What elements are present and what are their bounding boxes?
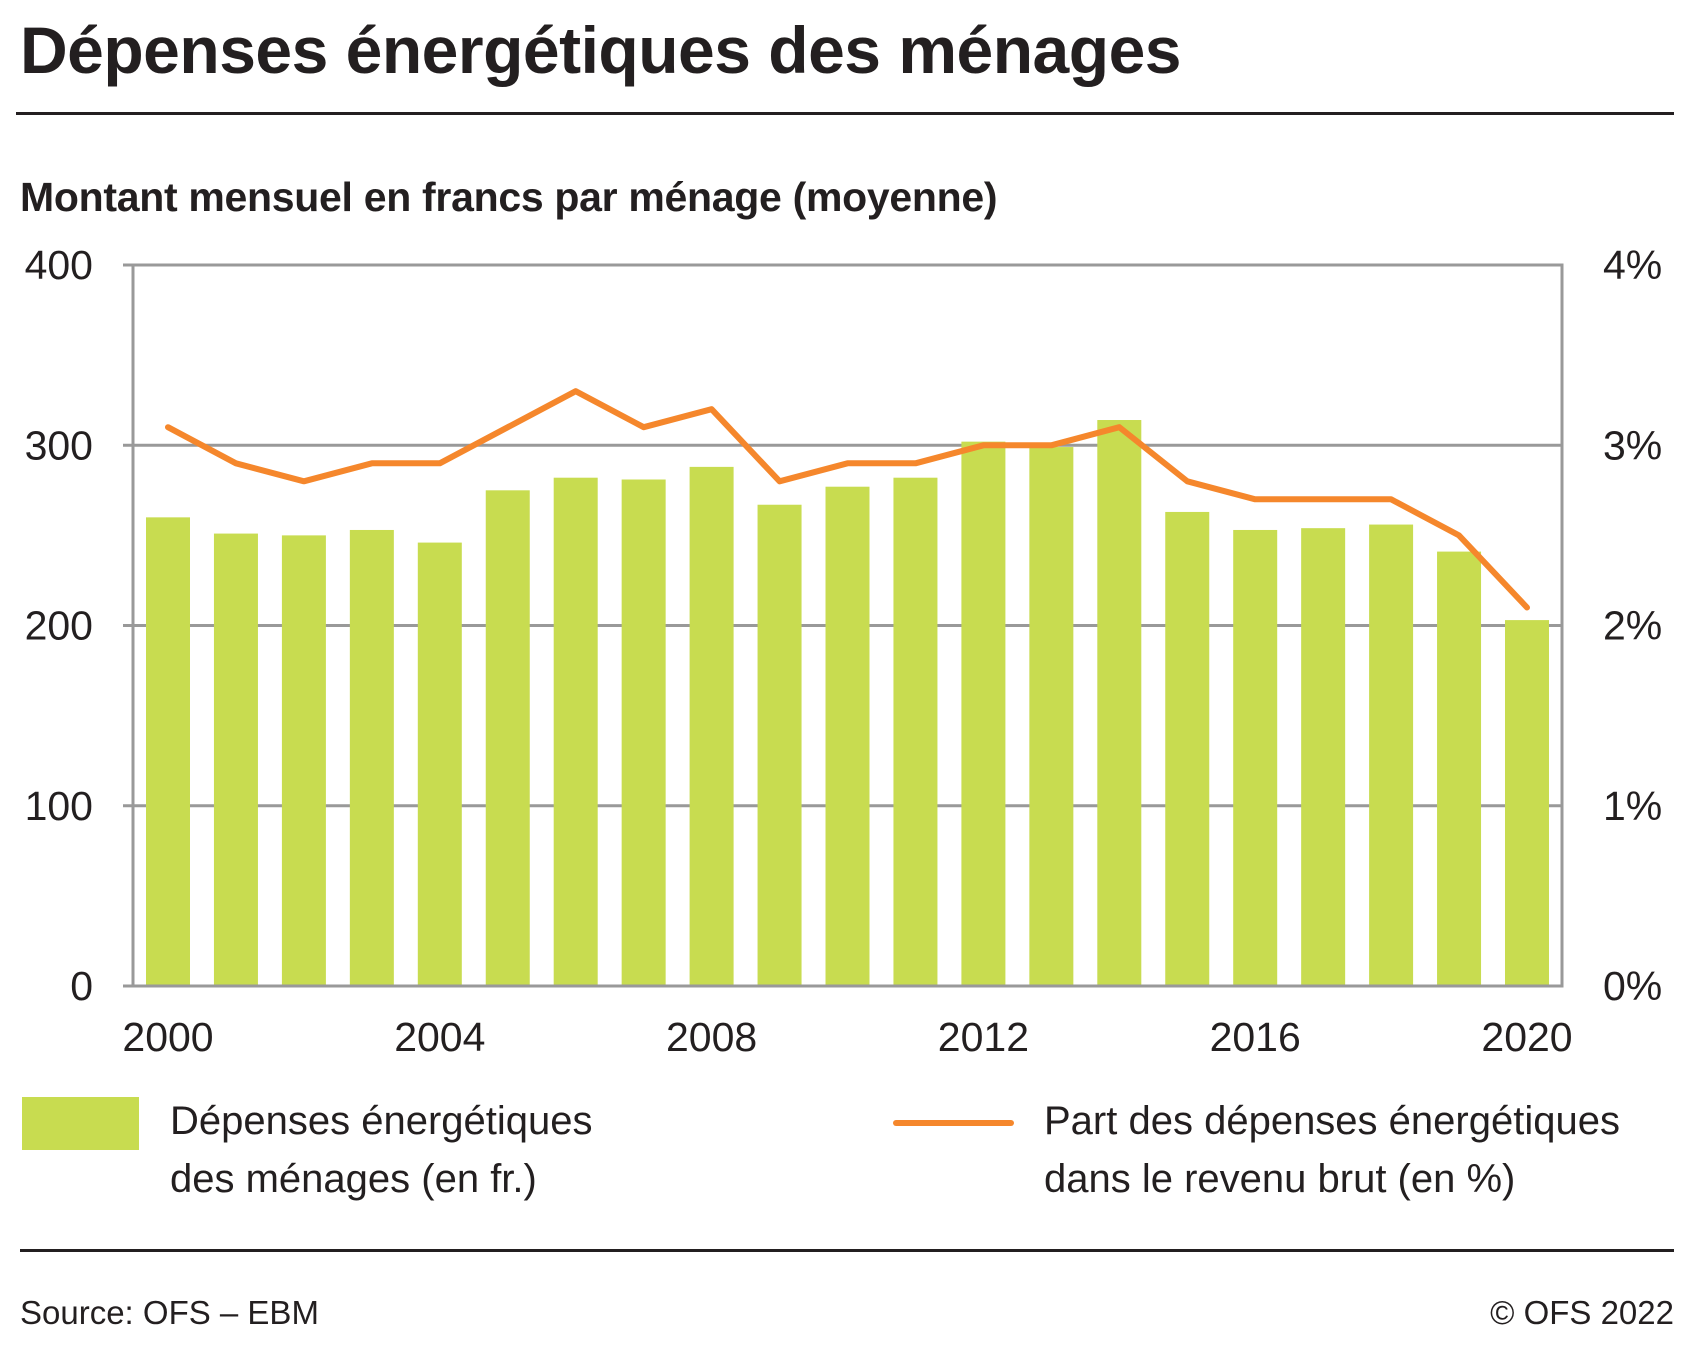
copyright-note: © OFS 2022 — [1490, 1294, 1674, 1331]
bar-2003 — [349, 529, 394, 986]
x-tick-label: 2020 — [1481, 1014, 1572, 1060]
bar-2001 — [213, 533, 258, 986]
y-right-tick-label: 4% — [1603, 242, 1662, 288]
legend-item-bar: Dépenses énergétiques des ménages (en fr… — [170, 1092, 593, 1208]
bar-2017 — [1301, 528, 1346, 986]
x-tick-label: 2012 — [938, 1014, 1029, 1060]
bar-2010 — [825, 486, 870, 986]
bar-2000 — [146, 517, 190, 986]
bar-2002 — [281, 535, 326, 986]
line-series — [165, 388, 1530, 611]
legend-line-swatch — [893, 1120, 1014, 1126]
legend-bar-label-line1: Dépenses énergétiques — [170, 1099, 593, 1143]
x-tick-label: 2004 — [394, 1014, 485, 1060]
bar-2018 — [1369, 524, 1414, 986]
bar-2012 — [961, 441, 1006, 986]
tick-labels: 0 100 200 300 400 0% 1% 2% 3% 4% 2000 2004 2008 2012 2… — [25, 242, 1663, 1060]
y-left-tick-label: 100 — [25, 783, 93, 829]
bar-2005 — [485, 490, 530, 986]
legend-bar-swatch — [22, 1097, 139, 1150]
bar-2014 — [1097, 420, 1142, 986]
source-note: Source: OFS – EBM — [20, 1294, 319, 1331]
x-tick-label: 2000 — [122, 1014, 213, 1060]
x-tick-label: 2008 — [666, 1014, 757, 1060]
title-divider — [16, 112, 1674, 115]
bar-2009 — [757, 504, 802, 986]
y-right-tick-label: 3% — [1603, 422, 1662, 468]
bar-2015 — [1165, 511, 1210, 986]
bar-2007 — [621, 479, 666, 986]
legend-line-label-line2: dans le revenu brut (en %) — [1044, 1157, 1516, 1201]
legend-item-line: Part des dépenses énergétiques dans le r… — [1044, 1092, 1620, 1208]
y-right-tick-label: 0% — [1603, 963, 1662, 1009]
bar-2011 — [893, 477, 938, 986]
y-left-tick-label: 400 — [25, 242, 93, 288]
bar-2004 — [417, 542, 462, 986]
bar-2019 — [1437, 551, 1482, 986]
legend-bar-label-line2: des ménages (en fr.) — [170, 1157, 537, 1201]
y-left-tick-label: 200 — [25, 603, 93, 649]
chart-title: Dépenses énergétiques des ménages — [20, 13, 1182, 87]
y-right-tick-label: 1% — [1603, 783, 1662, 829]
y-left-tick-label: 0 — [70, 963, 93, 1009]
bar-2008 — [689, 466, 734, 986]
bar-2006 — [553, 477, 598, 986]
chart-subtitle: Montant mensuel en francs par ménage (mo… — [20, 174, 998, 220]
bar-series — [146, 420, 1549, 986]
chart-plot: 0 100 200 300 400 0% 1% 2% 3% 4% 2000 2004 2008 2012 2… — [25, 242, 1663, 1060]
axes — [123, 263, 1564, 988]
y-left-tick-label: 300 — [25, 422, 93, 468]
y-right-tick-label: 2% — [1603, 603, 1662, 649]
footer-divider — [20, 1249, 1674, 1252]
legend-line-label-line1: Part des dépenses énergétiques — [1044, 1099, 1620, 1143]
bar-2013 — [1029, 447, 1074, 986]
x-tick-label: 2016 — [1210, 1014, 1301, 1060]
bar-2020 — [1505, 620, 1549, 986]
bar-2016 — [1233, 529, 1278, 986]
